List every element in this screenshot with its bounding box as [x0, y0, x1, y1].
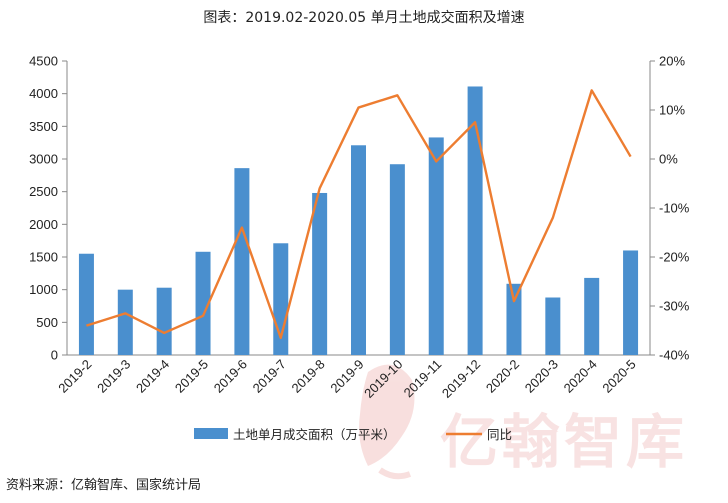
- y-left-axis-labels: 0 500 1000 1500 2000 2500 3000 3500 4000 4500: [29, 54, 67, 363]
- x-tick-label: 2019-2: [55, 357, 94, 396]
- y-left-tick-label: 4000: [29, 86, 58, 101]
- y-left-tick-label: 500: [36, 315, 58, 330]
- source-note: 资料来源：亿翰智库、国家统计局: [6, 478, 202, 493]
- y-left-tick-label: 3500: [29, 119, 58, 134]
- y-left-tick-label: 2000: [29, 217, 58, 232]
- bar-2019-12: [467, 86, 483, 355]
- bar-2019-5: [195, 251, 211, 355]
- y-left-tick-label: 1500: [29, 250, 58, 265]
- legend-label-line: 同比: [487, 427, 512, 442]
- y-left-tick-label: 2500: [29, 184, 58, 199]
- bar-2019-3: [117, 289, 133, 355]
- watermark-text: 亿翰智库: [440, 408, 688, 476]
- y-left-tick-label: 4500: [29, 54, 58, 69]
- x-tick-label: 2019-3: [94, 357, 133, 396]
- y-left-tick-label: 0: [51, 348, 58, 363]
- y-left-tick-label: 3000: [29, 152, 58, 167]
- bar-2019-8: [312, 192, 328, 355]
- legend: 土地单月成交面积（万平米） 同比: [194, 427, 512, 442]
- x-tick-label: 2019-4: [133, 357, 172, 396]
- bar-2019-9: [351, 145, 366, 355]
- legend-swatch-bar: [194, 428, 228, 439]
- x-tick-label: 2019-5: [172, 357, 211, 396]
- bar-2020-2: [506, 283, 522, 355]
- x-tick-label: 2019-8: [289, 357, 328, 396]
- x-axis-labels: 2019-2 2019-3 2019-4 2019-5 2019-6 2019-7 2019…: [55, 357, 638, 401]
- y-right-tick-label: -10%: [659, 201, 690, 216]
- y-right-tick-label: -20%: [659, 250, 690, 265]
- y-right-tick-label: -40%: [659, 348, 690, 363]
- legend-label-bar: 土地单月成交面积（万平米）: [233, 427, 396, 442]
- watermark: 亿翰智库: [359, 364, 688, 480]
- bar-2020-3: [545, 297, 561, 355]
- x-tick-label: 2019-6: [211, 357, 250, 396]
- y-right-tick-label: 0%: [659, 152, 678, 167]
- bar-2020-5: [623, 250, 639, 355]
- y-right-tick-label: 10%: [659, 103, 685, 118]
- bar-2020-4: [584, 277, 600, 355]
- y-left-tick-label: 1000: [29, 282, 58, 297]
- x-tick-label: 2019-12: [439, 357, 483, 401]
- x-tick-label: 2020-2: [483, 357, 522, 396]
- x-tick-label: 2020-3: [522, 357, 561, 396]
- y-right-tick-label: -30%: [659, 299, 690, 314]
- y-right-axis-labels: -40% -30% -20% -10% 0% 10% 20%: [650, 54, 690, 363]
- bar-2019-2: [78, 253, 94, 355]
- line-series: [86, 89, 632, 340]
- bar-series: [78, 86, 639, 355]
- chart-title: 图表：2019.02-2020.05 单月土地成交面积及增速: [203, 9, 524, 26]
- x-tick-label: 2020-5: [599, 357, 638, 396]
- bar-2019-11: [428, 137, 444, 355]
- watermark-seal: [359, 364, 415, 480]
- y-right-tick-label: 20%: [659, 54, 685, 69]
- bar-2019-4: [156, 287, 172, 355]
- bar-2019-6: [234, 168, 250, 355]
- x-tick-label: 2020-4: [561, 357, 600, 396]
- x-tick-label: 2019-7: [250, 357, 289, 396]
- bar-2019-10: [389, 164, 405, 355]
